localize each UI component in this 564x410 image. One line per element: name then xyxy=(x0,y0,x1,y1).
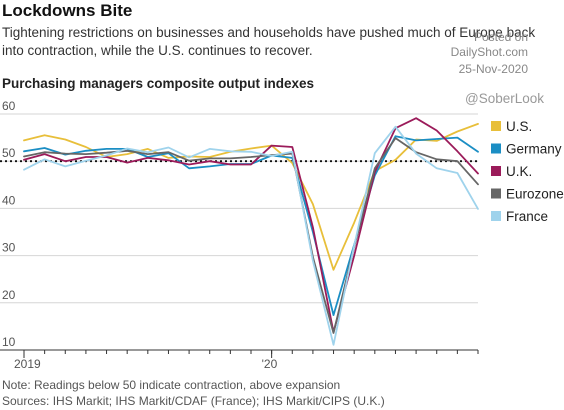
chart-sources: Sources: IHS Markit; IHS Markit/CDAF (Fr… xyxy=(2,394,385,408)
posted-on-stamp: Posted on xyxy=(473,30,528,44)
y-tick-label: 30 xyxy=(2,241,16,255)
series-layer xyxy=(23,117,479,346)
legend-label: Eurozone xyxy=(506,187,564,202)
legend-label: U.S. xyxy=(506,119,532,134)
x-tick-label: 2019 xyxy=(14,357,41,371)
dailyshot-stamp: DailyShot.com xyxy=(450,45,528,59)
y-tick-label: 50 xyxy=(2,146,16,160)
legend: U.S. Germany U.K. Eurozone France xyxy=(491,119,564,224)
series-line-eurozone xyxy=(23,137,479,334)
x-tick-label: '20 xyxy=(262,357,278,371)
y-tick-label: 20 xyxy=(2,288,16,302)
grid-layer xyxy=(0,113,478,304)
legend-label: U.K. xyxy=(506,164,532,179)
legend-swatch xyxy=(491,166,501,176)
legend-swatch xyxy=(491,143,501,154)
series-line-france xyxy=(23,125,479,346)
legend-swatch xyxy=(491,121,501,131)
chart-title: Lockdowns Bite xyxy=(2,1,133,20)
chart-note: Note: Readings below 50 indicate contrac… xyxy=(2,378,341,392)
chart-heading: Purchasing managers composite output ind… xyxy=(2,76,315,91)
y-tick-label: 40 xyxy=(2,193,16,207)
y-tick-label: 60 xyxy=(2,99,16,113)
legend-label: France xyxy=(506,209,548,224)
chart-subtitle: Tightening restrictions on businesses an… xyxy=(2,25,536,58)
legend-swatch xyxy=(491,188,501,199)
date-stamp: 25-Nov-2020 xyxy=(458,62,528,76)
series-line-germany xyxy=(23,135,479,317)
axis-layer: 10 20 30 40 50 60 2019 '20 xyxy=(0,99,479,371)
legend-swatch xyxy=(491,211,501,221)
legend-label: Germany xyxy=(506,142,562,157)
y-tick-label: 10 xyxy=(2,335,16,349)
watermark: @SoberLook xyxy=(464,91,544,106)
